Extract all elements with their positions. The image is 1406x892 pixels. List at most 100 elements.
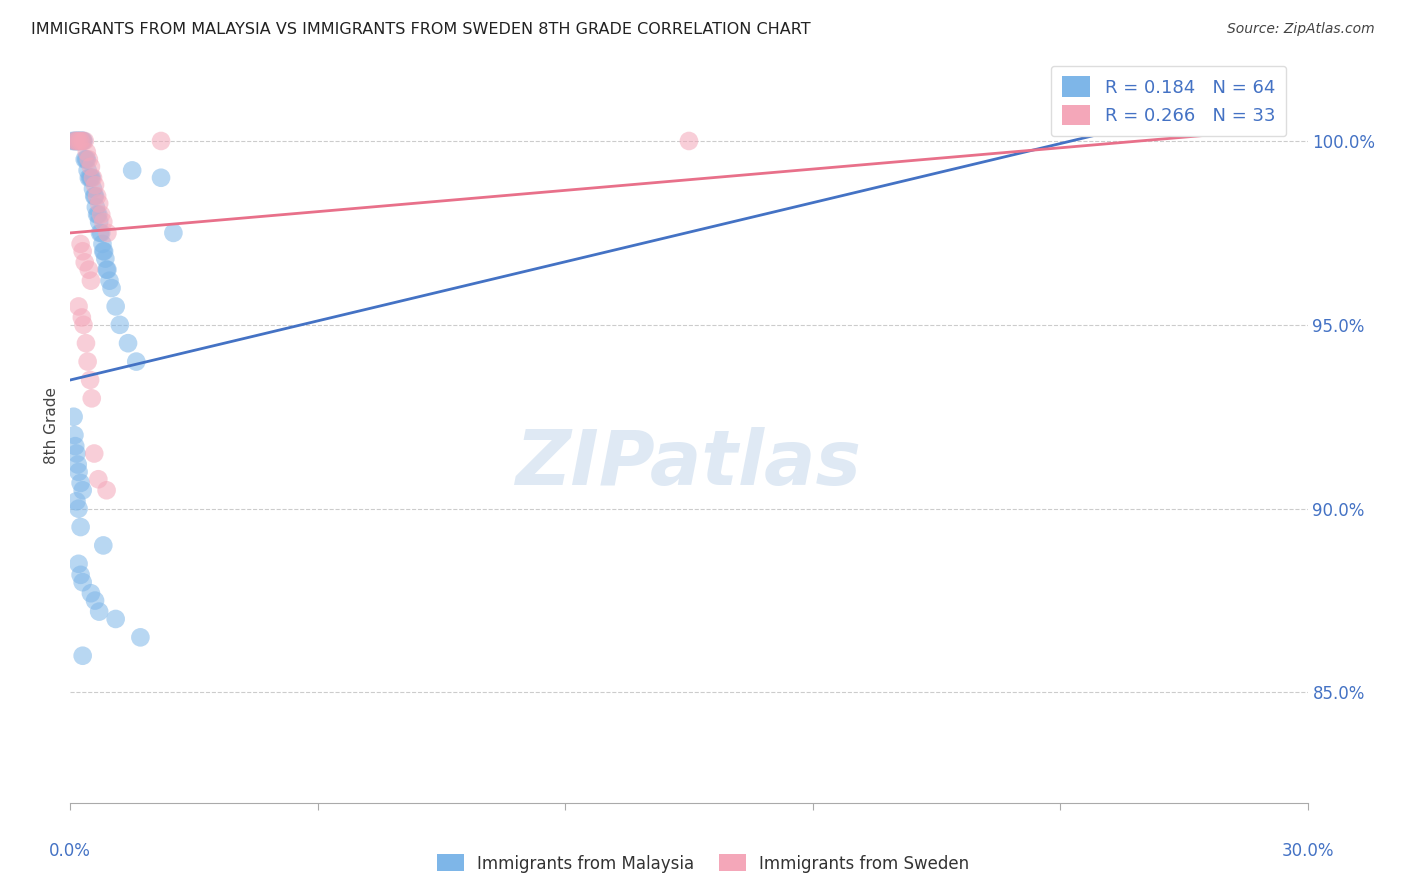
Point (67, 134, 90, 148)
Point (129, 631, 152, 645)
Point (76, 145, 98, 159)
Point (87, 207, 110, 221)
Point (93, 244, 115, 259)
Point (89, 226, 111, 240)
Point (69, 475, 91, 490)
Point (73, 134, 96, 148)
Point (82, 170, 104, 185)
Point (72, 244, 94, 259)
Point (96, 226, 118, 240)
Point (75, 153, 97, 167)
Point (83, 189, 105, 203)
Point (96, 262, 118, 277)
Point (79, 170, 101, 185)
Point (80, 392, 103, 406)
Point (80, 274, 103, 288)
Point (67, 557, 90, 571)
Point (117, 336, 139, 351)
Point (72, 134, 94, 148)
Point (63, 134, 86, 148)
Point (84, 189, 107, 203)
Legend: R = 0.184   N = 64, R = 0.266   N = 33: R = 0.184 N = 64, R = 0.266 N = 33 (1050, 66, 1286, 136)
Point (77, 262, 100, 277)
Point (69, 520, 91, 534)
Point (150, 134, 173, 148)
Point (91, 215, 114, 229)
Point (60, 134, 83, 148)
Point (66, 458, 89, 472)
Point (66, 134, 89, 148)
Point (82, 182, 104, 196)
Point (90, 226, 112, 240)
Point (67, 300, 90, 314)
Point (69, 236, 91, 251)
Point (65, 134, 87, 148)
Point (104, 612, 127, 626)
Point (65, 439, 87, 453)
Point (84, 593, 107, 607)
Point (91, 244, 114, 259)
Point (72, 648, 94, 663)
Point (108, 318, 131, 332)
Point (72, 318, 94, 332)
Text: IMMIGRANTS FROM MALAYSIA VS IMMIGRANTS FROM SWEDEN 8TH GRADE CORRELATION CHART: IMMIGRANTS FROM MALAYSIA VS IMMIGRANTS F… (31, 22, 810, 37)
Point (69, 134, 91, 148)
Point (76, 163, 98, 178)
Point (72, 575, 94, 590)
Point (76, 153, 98, 167)
Point (67, 501, 90, 516)
Point (98, 274, 121, 288)
Point (65, 446, 87, 460)
Text: Source: ZipAtlas.com: Source: ZipAtlas.com (1227, 22, 1375, 37)
Text: 30.0%: 30.0% (1281, 842, 1334, 860)
Point (65, 134, 87, 148)
Point (96, 483, 118, 498)
Point (150, 170, 173, 185)
Point (72, 134, 94, 148)
Point (89, 196, 111, 211)
Point (69, 567, 91, 582)
Point (63, 428, 86, 442)
Point (73, 153, 96, 167)
Point (678, 134, 700, 148)
Point (73, 255, 96, 269)
Point (72, 483, 94, 498)
Point (77, 170, 100, 185)
Point (91, 538, 114, 552)
Point (80, 170, 103, 185)
Text: 0.0%: 0.0% (49, 842, 91, 860)
Point (96, 262, 118, 277)
Point (100, 281, 122, 295)
Point (80, 170, 103, 185)
Point (104, 300, 127, 314)
Point (67, 465, 90, 479)
Point (65, 494, 87, 508)
Legend: Immigrants from Malaysia, Immigrants from Sweden: Immigrants from Malaysia, Immigrants fro… (430, 847, 976, 880)
Point (91, 236, 114, 251)
Point (80, 586, 103, 600)
Point (72, 134, 94, 148)
Point (69, 134, 91, 148)
Point (63, 134, 86, 148)
Point (86, 207, 108, 221)
Point (67, 134, 90, 148)
Point (125, 354, 148, 368)
Point (76, 354, 98, 368)
Point (86, 189, 108, 203)
Y-axis label: 8th Grade: 8th Grade (44, 387, 59, 465)
Point (89, 605, 111, 619)
Point (70, 134, 93, 148)
Point (84, 200, 107, 214)
Point (121, 163, 143, 178)
Point (162, 226, 184, 240)
Point (90, 207, 112, 221)
Point (84, 178, 107, 193)
Point (94, 252, 117, 266)
Text: ZIPatlas: ZIPatlas (516, 426, 862, 500)
Point (62, 409, 84, 424)
Point (80, 160, 103, 174)
Point (67, 134, 90, 148)
Point (77, 153, 100, 167)
Point (83, 446, 105, 460)
Point (79, 373, 101, 387)
